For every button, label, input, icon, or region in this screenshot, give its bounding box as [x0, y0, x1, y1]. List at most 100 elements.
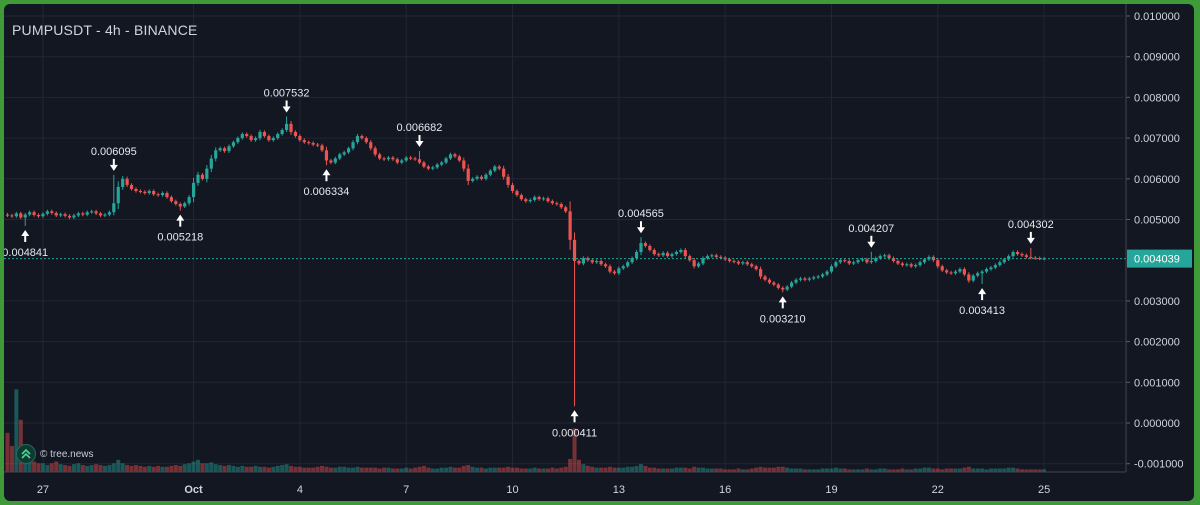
high-arrow-icon [1026, 237, 1035, 244]
y-tick-label: 0.000000 [1134, 418, 1180, 430]
volume-bar [944, 468, 949, 472]
volume-bar [337, 466, 342, 472]
volume-bar [138, 465, 143, 472]
candle-body [369, 142, 373, 149]
candle-body [568, 211, 572, 240]
volume-bar [209, 462, 214, 472]
candle-body [391, 157, 395, 160]
candle-body [382, 158, 386, 160]
y-tick-label: 0.003000 [1134, 296, 1180, 308]
candle-body [360, 136, 364, 139]
volume-bar [5, 432, 10, 472]
volume-bar [461, 465, 466, 472]
candle-body [519, 195, 523, 200]
volume-bar [45, 465, 50, 472]
volume-bar [922, 467, 927, 472]
candle-body [386, 157, 391, 160]
y-tick-label: 0.007000 [1134, 133, 1180, 145]
candle-body [320, 145, 324, 151]
candle-body [732, 261, 736, 263]
candle-body [457, 156, 461, 161]
candle-body [258, 131, 262, 139]
candle-body [400, 160, 404, 163]
candle-body [524, 199, 528, 202]
volume-bar [488, 467, 493, 472]
volume-bar [984, 469, 989, 472]
x-tick-label: 22 [932, 484, 944, 496]
candle-body [940, 266, 944, 271]
volume-bar [705, 468, 710, 472]
volume-bar [949, 468, 954, 472]
volume-bar [218, 465, 223, 472]
candle-body [90, 211, 94, 213]
candle-body [497, 166, 501, 169]
low-arrow-icon [21, 229, 30, 236]
volume-bar [940, 469, 945, 472]
low-label: 0.003210 [760, 313, 806, 325]
candle-body [976, 273, 980, 276]
candle-body [453, 154, 457, 157]
volume-bar [160, 466, 165, 472]
candle-body [28, 212, 32, 215]
volume-bar [833, 467, 838, 472]
current-price-line: 0.004039 [4, 249, 1192, 268]
candle-body [240, 134, 244, 139]
candle-body [1011, 252, 1015, 257]
candle-body [45, 211, 49, 214]
volume-bar [692, 466, 697, 472]
candle-body [883, 255, 887, 257]
y-tick-label: 0.005000 [1134, 215, 1180, 227]
candle-body [444, 158, 448, 163]
candle-body [134, 188, 138, 192]
candle-body [843, 260, 847, 262]
volume-bar [851, 469, 856, 472]
candle-body [559, 204, 563, 208]
volume-bar [413, 467, 418, 472]
volume-bar [470, 466, 475, 472]
volume-bar [988, 468, 993, 472]
volume-bar [514, 467, 519, 472]
volume-bar [355, 466, 360, 472]
candle-body [736, 261, 741, 264]
volume-bar [262, 466, 267, 472]
volume-bar [971, 468, 976, 472]
candle-body [355, 136, 360, 143]
candle-body [107, 212, 111, 215]
candle-body [1024, 255, 1028, 257]
volume-bar [758, 466, 763, 472]
volume-bar [382, 467, 387, 472]
volume-bar [506, 466, 511, 472]
volume-bar [280, 465, 285, 472]
volume-bar [373, 467, 378, 472]
volume-bar [749, 468, 754, 472]
volume-bar [913, 468, 918, 472]
candle-body [754, 266, 758, 270]
volume-bar [599, 467, 604, 472]
candle-body [696, 263, 701, 267]
volume-bar [869, 469, 874, 472]
volume-bar [1015, 468, 1020, 472]
volume-bar [789, 468, 794, 472]
y-tick-label: 0.009000 [1134, 52, 1180, 64]
volume-bar [98, 465, 103, 472]
candle-body [112, 203, 116, 213]
candle-body [426, 166, 430, 169]
candle-body [72, 215, 76, 218]
volume-bar [585, 465, 590, 472]
candle-body [701, 258, 705, 264]
candlestick-chart[interactable]: 0.004039 0.004841 0.006095 0.005218 0.00753… [4, 4, 1194, 501]
volume-bar [364, 467, 369, 472]
high-arrow-icon [636, 227, 645, 234]
volume-bar [169, 465, 174, 472]
candle-body [165, 193, 169, 198]
volume-bar [647, 467, 652, 472]
candle-body [129, 184, 134, 189]
candle-body [245, 134, 249, 137]
candle-body [23, 214, 27, 218]
candle-body [373, 148, 377, 155]
volume-bar [665, 468, 670, 472]
candle-body [626, 262, 630, 267]
volume-bar [67, 465, 72, 472]
volume-bar [997, 468, 1002, 472]
volume-bar [528, 468, 533, 472]
